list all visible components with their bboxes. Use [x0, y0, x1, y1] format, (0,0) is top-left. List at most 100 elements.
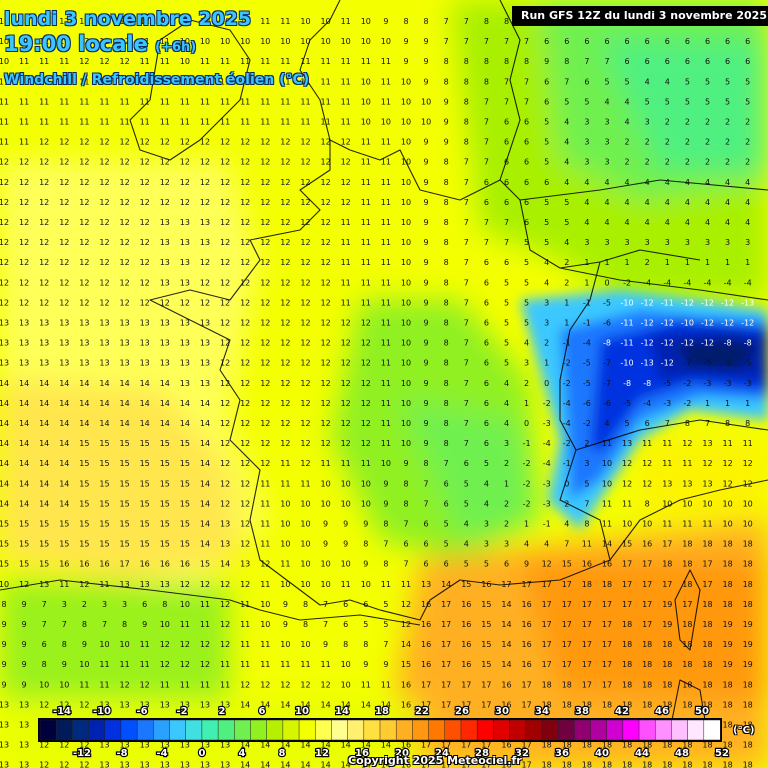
grid-value: 12	[220, 640, 230, 649]
grid-value: 13	[39, 339, 49, 348]
grid-value: 10	[0, 17, 9, 26]
grid-value: 8	[444, 57, 449, 66]
grid-value: -12	[641, 298, 654, 307]
forecast-offset: (+6h)	[155, 40, 197, 55]
grid-value: 12	[280, 319, 290, 328]
grid-value: 17	[441, 680, 451, 689]
grid-value: 10	[743, 520, 753, 529]
grid-value: 14	[59, 439, 69, 448]
grid-value: 18	[542, 741, 552, 750]
grid-value: 3	[62, 600, 67, 609]
grid-value: 8	[444, 298, 449, 307]
grid-value: 3	[584, 138, 589, 147]
grid-value: 11	[79, 118, 89, 127]
grid-value: 10	[0, 57, 9, 66]
grid-value: 11	[0, 138, 9, 147]
grid-value: 9	[444, 97, 449, 106]
grid-value: 5	[564, 97, 569, 106]
grid-value: 10	[401, 118, 411, 127]
grid-value: 15	[39, 540, 49, 549]
grid-value: 11	[361, 459, 371, 468]
grid-value: 12	[240, 580, 250, 589]
grid-value: 11	[59, 118, 69, 127]
grid-value: 12	[200, 278, 210, 287]
grid-value: -7	[603, 359, 611, 368]
grid-value: 12	[79, 138, 89, 147]
grid-value: -2	[523, 499, 531, 508]
grid-value: 4	[604, 198, 609, 207]
grid-value: 2	[564, 258, 569, 267]
grid-value: 13	[19, 741, 29, 750]
grid-value: 11	[381, 379, 391, 388]
grid-value: 17	[542, 580, 552, 589]
grid-value: 4	[564, 158, 569, 167]
grid-value: 11	[602, 520, 612, 529]
grid-value: 1	[745, 258, 750, 267]
grid-value: 14	[381, 761, 391, 768]
grid-value: 10	[401, 178, 411, 187]
grid-value: 13	[19, 700, 29, 709]
grid-value: 12	[280, 298, 290, 307]
grid-value: 11	[200, 680, 210, 689]
grid-value: 10	[321, 580, 331, 589]
grid-value: 12	[321, 218, 331, 227]
grid-value: 18	[622, 620, 632, 629]
grid-value: 18	[723, 741, 733, 750]
grid-value: 15	[140, 459, 150, 468]
grid-value: 4	[564, 178, 569, 187]
grid-value: 12	[39, 298, 49, 307]
grid-value: 16	[421, 620, 431, 629]
grid-value: 4	[645, 77, 650, 86]
grid-value: 10	[180, 600, 190, 609]
grid-value: 4	[705, 218, 710, 227]
grid-value: -4	[663, 278, 671, 287]
grid-value: 11	[341, 258, 351, 267]
grid-value: 12	[341, 379, 351, 388]
grid-value: 11	[99, 97, 109, 106]
grid-value: 18	[602, 741, 612, 750]
grid-value: 12	[321, 198, 331, 207]
legend-tick-label: -8	[116, 748, 127, 759]
grid-value: 10	[280, 580, 290, 589]
grid-value: 11	[120, 77, 130, 86]
grid-value: 14	[99, 379, 109, 388]
grid-value: -11	[661, 298, 674, 307]
grid-value: 12	[0, 218, 9, 227]
grid-value: 18	[642, 700, 652, 709]
grid-value: 9	[283, 620, 288, 629]
grid-value: 4	[524, 540, 529, 549]
grid-value: 11	[341, 580, 351, 589]
grid-value: 11	[140, 97, 150, 106]
grid-value: 13	[180, 339, 190, 348]
grid-value: 11	[381, 439, 391, 448]
grid-value: 12	[260, 198, 270, 207]
grid-value: 10	[180, 57, 190, 66]
grid-value: 12	[79, 580, 89, 589]
grid-value: 6	[544, 97, 549, 106]
grid-value: -12	[661, 319, 674, 328]
grid-value: 11	[300, 97, 310, 106]
grid-value: 10	[401, 258, 411, 267]
grid-value: 11	[341, 97, 351, 106]
grid-value: 12	[180, 298, 190, 307]
grid-value: 12	[321, 680, 331, 689]
grid-value: 11	[662, 459, 672, 468]
grid-value: 2	[725, 138, 730, 147]
grid-value: 12	[401, 620, 411, 629]
grid-value: 2	[745, 138, 750, 147]
grid-value: 17	[542, 640, 552, 649]
grid-value: 12	[321, 258, 331, 267]
grid-value: 6	[504, 178, 509, 187]
grid-value: 7	[524, 97, 529, 106]
grid-value: 12	[542, 560, 552, 569]
grid-value: 14	[39, 479, 49, 488]
grid-value: 12	[220, 198, 230, 207]
grid-value: 16	[602, 560, 612, 569]
grid-value: 10	[401, 439, 411, 448]
grid-value: 9	[363, 660, 368, 669]
grid-value: -3	[543, 499, 551, 508]
grid-value: 15	[120, 439, 130, 448]
grid-value: 13	[39, 580, 49, 589]
grid-value: 12	[220, 359, 230, 368]
